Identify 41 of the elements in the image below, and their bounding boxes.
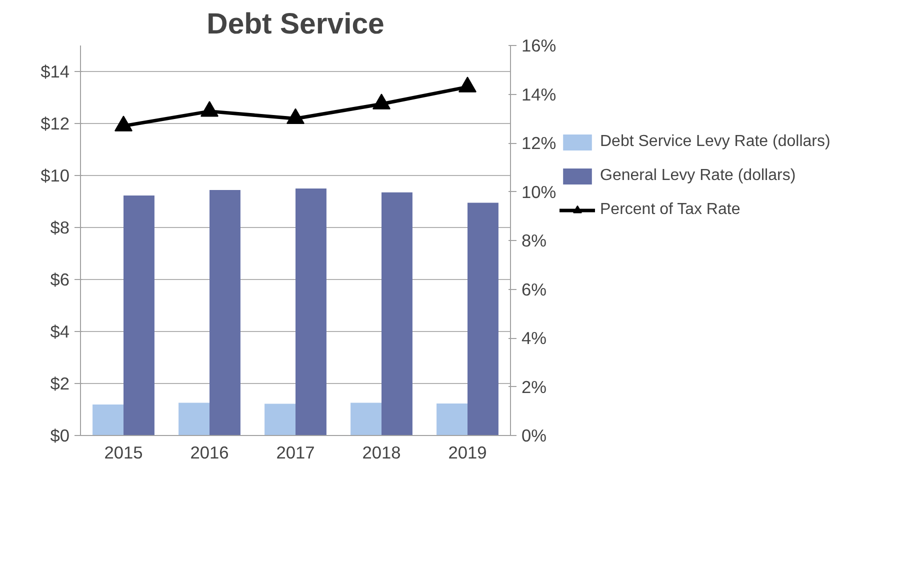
y2-tick-label: 14%	[522, 84, 556, 104]
bar	[178, 402, 210, 436]
y2-tick-label: 2%	[522, 376, 547, 397]
bar	[92, 404, 124, 436]
y-tick-label: $2	[50, 374, 70, 394]
y-tick-label: $8	[50, 218, 70, 238]
point	[372, 94, 390, 110]
y-tick-label: $0	[50, 426, 70, 446]
point	[114, 116, 132, 132]
y-tick-label: $10	[40, 166, 70, 186]
bar	[436, 404, 468, 436]
chart-title: Debt Service	[206, 8, 384, 40]
y-tick-label: $6	[50, 270, 70, 290]
point	[458, 76, 476, 92]
point	[200, 101, 218, 117]
y2-tick-label: 4%	[522, 328, 547, 348]
bar	[382, 192, 412, 436]
legend-label: Debt Service Levy Rate (dollars)	[600, 133, 830, 151]
bar	[296, 188, 326, 436]
y2-tick-label: 0%	[522, 426, 547, 446]
x-tick-label: 2015	[104, 442, 143, 462]
y-tick-label: $4	[50, 322, 70, 342]
bar	[468, 202, 498, 436]
y2-tick-label: 10%	[522, 182, 556, 202]
legend-label: General Levy Rate (dollars)	[600, 167, 796, 185]
y2-tick-label: 12%	[522, 133, 556, 153]
bar	[264, 404, 296, 436]
y-tick-label: $12	[40, 114, 70, 134]
x-tick-label: 2016	[190, 442, 229, 462]
y2-tick-label: 16%	[522, 36, 556, 56]
y2-tick-label: 8%	[522, 230, 547, 250]
y-tick-label: $14	[40, 62, 70, 82]
x-tick-label: 2018	[362, 442, 401, 462]
bar	[124, 196, 154, 436]
y2-tick-label: 6%	[522, 279, 547, 300]
x-tick-label: 2019	[448, 442, 487, 462]
legend-label: Percent of Tax Rate	[600, 201, 740, 219]
bar	[350, 402, 382, 436]
point	[286, 108, 304, 124]
bar	[210, 190, 240, 436]
x-tick-label: 2017	[276, 442, 315, 462]
